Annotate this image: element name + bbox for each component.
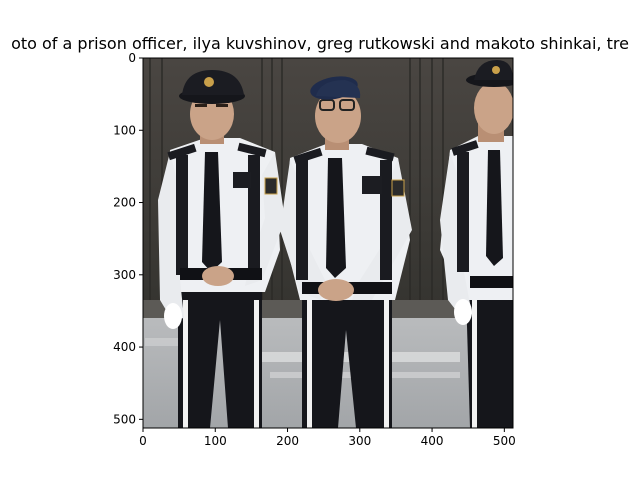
y-tick-label: 200 xyxy=(113,196,136,210)
y-tick-label: 0 xyxy=(128,51,136,65)
x-tick-label: 300 xyxy=(348,434,371,448)
officer-right xyxy=(440,60,513,428)
y-tick-label: 100 xyxy=(113,123,136,137)
x-axis: 0 100 200 300 400 500 xyxy=(139,428,516,448)
figure-title: oto of a prison officer, ilya kuvshinov,… xyxy=(11,34,629,53)
y-tick-label: 400 xyxy=(113,340,136,354)
y-axis: 0 100 200 300 400 500 xyxy=(113,51,143,426)
y-tick-label: 500 xyxy=(113,412,136,426)
axes-frame xyxy=(142,57,514,429)
y-tick-label: 300 xyxy=(113,268,136,282)
x-tick-label: 500 xyxy=(493,434,516,448)
officer-left xyxy=(158,70,285,428)
x-tick-label: 100 xyxy=(204,434,227,448)
road-marking xyxy=(145,338,185,346)
x-tick-label: 200 xyxy=(276,434,299,448)
x-tick-label: 400 xyxy=(421,434,444,448)
photo-content xyxy=(143,58,513,428)
x-tick-label: 0 xyxy=(139,434,147,448)
image-plot xyxy=(142,57,514,429)
officer-center xyxy=(280,76,412,428)
